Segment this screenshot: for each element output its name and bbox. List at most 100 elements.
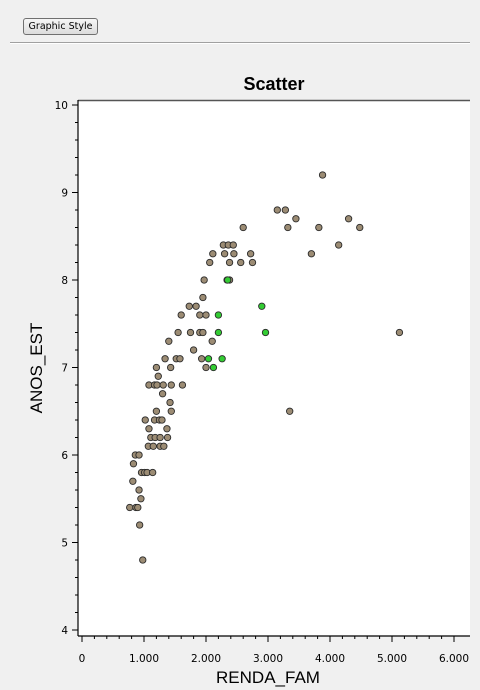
data-point [158,416,166,424]
x-tick-label: 3.000 [253,653,283,665]
data-point [149,468,157,477]
data-point [159,381,167,389]
data-point [318,171,327,179]
data-point [237,258,245,267]
x-tick-label: 6.000 [439,653,469,665]
data-point [139,556,147,564]
x-axis-title: RENDA_FAM [216,668,320,687]
y-tick-label: 9 [61,188,68,200]
data-point [225,258,234,267]
data-point [286,407,294,415]
y-tick-label: 5 [61,538,68,550]
data-point [129,460,138,468]
data-point [192,302,200,310]
data-point [335,241,343,249]
y-tick-label: 7 [61,363,68,375]
data-point [135,451,143,459]
highlighted-data-point [209,363,218,372]
data-point [395,328,404,337]
x-tick-label: 5.000 [377,653,407,665]
data-point [202,311,210,319]
data-point [273,206,281,214]
data-point [145,425,153,433]
data-point [136,521,144,529]
data-point [156,433,164,442]
data-point [356,223,364,232]
y-tick-label: 4 [61,625,68,637]
data-point [281,206,290,214]
data-point [202,363,210,372]
data-point [186,328,195,337]
data-point [135,486,143,494]
data-point [154,372,162,380]
data-point [167,381,175,389]
data-point [189,346,198,354]
x-tick-label: 1.000 [129,653,159,665]
data-point [220,250,229,258]
data-point [177,311,185,319]
data-point [229,241,237,249]
x-tick-label: 2.000 [191,653,221,665]
data-point [199,293,207,302]
plot-area [78,100,470,636]
data-point [200,276,208,284]
data-point [246,250,255,258]
x-axis-ticks: 0 1.000 2.000 3.000 4.000 5.000 6.000 [79,636,469,665]
data-point [153,381,161,389]
data-point [196,311,204,319]
highlighted-data-point [224,276,232,284]
data-point [178,381,187,389]
y-tick-label: 8 [61,275,68,287]
highlighted-data-point [214,311,223,319]
data-point [149,442,157,450]
data-point [160,442,168,450]
chart-title: Scatter [243,74,304,94]
data-point [134,503,142,512]
data-point [152,407,161,415]
data-point [167,407,175,415]
data-point [198,355,206,363]
data-point [239,223,247,232]
data-point [165,337,173,345]
data-point [141,416,149,424]
data-point [248,258,257,267]
highlighted-data-point [218,355,226,363]
data-point [206,258,214,267]
graphic-style-button[interactable]: Graphic Style [23,18,98,35]
data-point [166,398,174,407]
highlighted-data-point [261,328,270,337]
highlighted-data-point [214,328,223,337]
data-points [126,171,404,564]
data-point [185,302,193,310]
data-point [208,337,216,345]
data-point [344,215,353,223]
data-point [307,250,316,258]
toolbar-separator [10,42,470,44]
y-tick-label: 10 [55,100,68,112]
data-point [284,223,292,232]
y-axis-ticks: 4 5 6 7 8 9 10 [55,100,78,637]
data-point [315,223,323,232]
data-point [137,495,145,503]
data-point [163,425,171,433]
data-point [230,250,238,258]
x-tick-label: 4.000 [315,653,345,665]
data-point [292,215,300,223]
data-point [158,390,167,398]
data-point [163,433,172,442]
data-point [167,363,175,372]
y-tick-label: 6 [61,450,68,462]
data-point [126,503,134,512]
x-tick-label: 0 [79,653,86,665]
highlighted-data-point [258,302,266,310]
data-point [152,363,161,372]
data-point [209,250,217,258]
data-point [176,355,184,363]
data-point [161,355,169,363]
highlighted-data-point [204,355,213,363]
data-point [129,477,137,485]
data-point [174,328,182,337]
y-axis-title: ANOS_EST [27,323,46,414]
data-point [199,328,207,337]
